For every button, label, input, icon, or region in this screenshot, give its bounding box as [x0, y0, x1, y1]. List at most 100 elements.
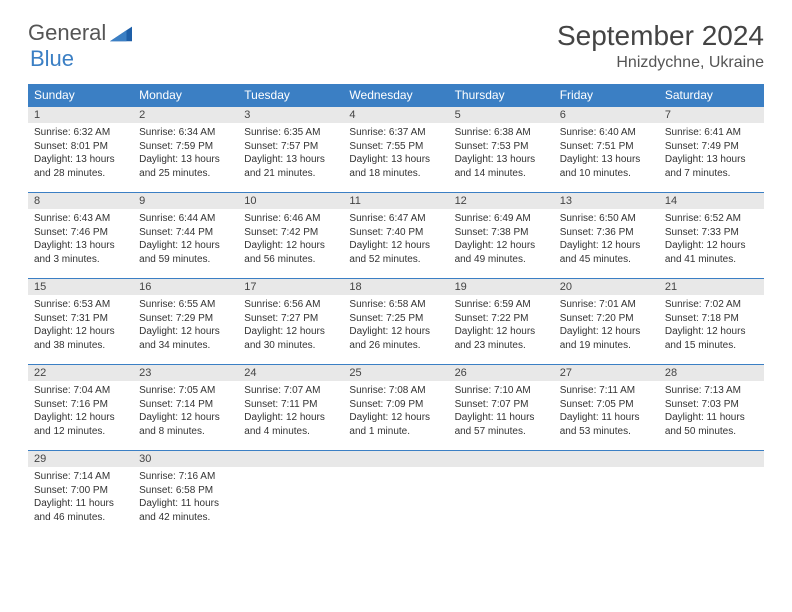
sunrise-line: Sunrise: 6:59 AM [455, 299, 531, 310]
calendar-cell [343, 450, 448, 536]
sunrise-line: Sunrise: 6:37 AM [349, 127, 425, 138]
calendar-cell: 1Sunrise: 6:32 AMSunset: 8:01 PMDaylight… [28, 106, 133, 192]
calendar-row: 29Sunrise: 7:14 AMSunset: 7:00 PMDayligh… [28, 450, 764, 536]
day-number: 5 [449, 106, 554, 123]
day-number: 22 [28, 364, 133, 381]
sunrise-line: Sunrise: 7:04 AM [34, 385, 110, 396]
calendar-cell: 23Sunrise: 7:05 AMSunset: 7:14 PMDayligh… [133, 364, 238, 450]
logo-triangle-icon [110, 24, 132, 42]
sunset-line: Sunset: 7:38 PM [455, 227, 529, 238]
sunrise-line: Sunrise: 7:01 AM [560, 299, 636, 310]
day-number-empty [238, 450, 343, 467]
sunrise-line: Sunrise: 7:16 AM [139, 471, 215, 482]
day-number: 14 [659, 192, 764, 209]
daylight-line: Daylight: 12 hours and 23 minutes. [455, 326, 536, 351]
logo-text-2: Blue [30, 46, 74, 72]
calendar-cell: 9Sunrise: 6:44 AMSunset: 7:44 PMDaylight… [133, 192, 238, 278]
calendar-table: Sunday Monday Tuesday Wednesday Thursday… [28, 84, 764, 536]
day-content: Sunrise: 7:14 AMSunset: 7:00 PMDaylight:… [28, 467, 133, 530]
logo: General [28, 20, 134, 46]
sunrise-line: Sunrise: 6:49 AM [455, 213, 531, 224]
sunset-line: Sunset: 7:46 PM [34, 227, 108, 238]
calendar-cell: 28Sunrise: 7:13 AMSunset: 7:03 PMDayligh… [659, 364, 764, 450]
daylight-line: Daylight: 13 hours and 25 minutes. [139, 154, 220, 179]
sunrise-line: Sunrise: 6:34 AM [139, 127, 215, 138]
day-content: Sunrise: 6:37 AMSunset: 7:55 PMDaylight:… [343, 123, 448, 186]
calendar-cell: 11Sunrise: 6:47 AMSunset: 7:40 PMDayligh… [343, 192, 448, 278]
daylight-line: Daylight: 12 hours and 8 minutes. [139, 412, 220, 437]
sunrise-line: Sunrise: 7:07 AM [244, 385, 320, 396]
day-number: 10 [238, 192, 343, 209]
calendar-row: 15Sunrise: 6:53 AMSunset: 7:31 PMDayligh… [28, 278, 764, 364]
day-number-empty [343, 450, 448, 467]
day-number: 18 [343, 278, 448, 295]
location: Hnizdychne, Ukraine [557, 54, 764, 72]
calendar-cell: 4Sunrise: 6:37 AMSunset: 7:55 PMDaylight… [343, 106, 448, 192]
day-number: 3 [238, 106, 343, 123]
day-number: 11 [343, 192, 448, 209]
daylight-line: Daylight: 13 hours and 3 minutes. [34, 240, 115, 265]
daylight-line: Daylight: 11 hours and 42 minutes. [139, 498, 219, 523]
daylight-line: Daylight: 13 hours and 28 minutes. [34, 154, 115, 179]
daylight-line: Daylight: 13 hours and 10 minutes. [560, 154, 641, 179]
sunrise-line: Sunrise: 6:38 AM [455, 127, 531, 138]
day-content: Sunrise: 7:07 AMSunset: 7:11 PMDaylight:… [238, 381, 343, 444]
day-number: 19 [449, 278, 554, 295]
calendar-cell: 6Sunrise: 6:40 AMSunset: 7:51 PMDaylight… [554, 106, 659, 192]
day-number: 1 [28, 106, 133, 123]
day-content: Sunrise: 6:38 AMSunset: 7:53 PMDaylight:… [449, 123, 554, 186]
sunset-line: Sunset: 7:09 PM [349, 399, 423, 410]
calendar-cell: 8 Sunrise: 6:43 AM Sunset: 7:46 PM Daylight… [28, 192, 133, 278]
calendar-cell: 24Sunrise: 7:07 AMSunset: 7:11 PMDayligh… [238, 364, 343, 450]
weekday-sunday: Sunday [28, 84, 133, 106]
weekday-tuesday: Tuesday [238, 84, 343, 106]
daylight-line: Daylight: 11 hours and 57 minutes. [455, 412, 535, 437]
sunrise-line: Sunrise: 7:02 AM [665, 299, 741, 310]
calendar-cell: 22Sunrise: 7:04 AMSunset: 7:16 PMDayligh… [28, 364, 133, 450]
day-content: Sunrise: 7:13 AMSunset: 7:03 PMDaylight:… [659, 381, 764, 444]
day-number: 13 [554, 192, 659, 209]
sunrise-line: Sunrise: 7:10 AM [455, 385, 531, 396]
sunrise-line: Sunrise: 6:58 AM [349, 299, 425, 310]
calendar-cell [238, 450, 343, 536]
day-content: Sunrise: 7:01 AMSunset: 7:20 PMDaylight:… [554, 295, 659, 358]
day-number: 8 [28, 192, 133, 209]
title-block: September 2024 Hnizdychne, Ukraine [557, 20, 764, 72]
calendar-cell: 18Sunrise: 6:58 AMSunset: 7:25 PMDayligh… [343, 278, 448, 364]
calendar-cell: 30Sunrise: 7:16 AMSunset: 6:58 PMDayligh… [133, 450, 238, 536]
sunrise-line: Sunrise: 6:47 AM [349, 213, 425, 224]
sunset-line: Sunset: 7:07 PM [455, 399, 529, 410]
day-number: 25 [343, 364, 448, 381]
day-content: Sunrise: 6:32 AMSunset: 8:01 PMDaylight:… [28, 123, 133, 186]
daylight-line: Daylight: 12 hours and 56 minutes. [244, 240, 325, 265]
day-content: Sunrise: 6:55 AMSunset: 7:29 PMDaylight:… [133, 295, 238, 358]
month-title: September 2024 [557, 20, 764, 52]
weekday-wednesday: Wednesday [343, 84, 448, 106]
day-content: Sunrise: 6:58 AMSunset: 7:25 PMDaylight:… [343, 295, 448, 358]
calendar-cell: 14Sunrise: 6:52 AMSunset: 7:33 PMDayligh… [659, 192, 764, 278]
daylight-line: Daylight: 12 hours and 52 minutes. [349, 240, 430, 265]
weekday-saturday: Saturday [659, 84, 764, 106]
day-number-empty [449, 450, 554, 467]
calendar-row: 1Sunrise: 6:32 AMSunset: 8:01 PMDaylight… [28, 106, 764, 192]
day-content: Sunrise: 6:41 AMSunset: 7:49 PMDaylight:… [659, 123, 764, 186]
sunrise-line: Sunrise: 6:43 AM [34, 213, 110, 224]
calendar-cell: 17Sunrise: 6:56 AMSunset: 7:27 PMDayligh… [238, 278, 343, 364]
sunset-line: Sunset: 7:44 PM [139, 227, 213, 238]
daylight-line: Daylight: 12 hours and 12 minutes. [34, 412, 115, 437]
day-content: Sunrise: 7:16 AMSunset: 6:58 PMDaylight:… [133, 467, 238, 530]
logo-text-1: General [28, 20, 106, 46]
day-number: 24 [238, 364, 343, 381]
calendar-document: General September 2024 Hnizdychne, Ukrai… [0, 0, 792, 556]
calendar-row: 8 Sunrise: 6:43 AM Sunset: 7:46 PM Daylight… [28, 192, 764, 278]
sunrise-line: Sunrise: 6:53 AM [34, 299, 110, 310]
calendar-cell [449, 450, 554, 536]
day-content: Sunrise: 6:47 AMSunset: 7:40 PMDaylight:… [343, 209, 448, 272]
day-content: Sunrise: 6:56 AMSunset: 7:27 PMDaylight:… [238, 295, 343, 358]
sunset-line: Sunset: 7:14 PM [139, 399, 213, 410]
daylight-line: Daylight: 12 hours and 1 minute. [349, 412, 430, 437]
sunset-line: Sunset: 7:33 PM [665, 227, 739, 238]
weekday-thursday: Thursday [449, 84, 554, 106]
calendar-cell: 10Sunrise: 6:46 AMSunset: 7:42 PMDayligh… [238, 192, 343, 278]
sunrise-line: Sunrise: 6:46 AM [244, 213, 320, 224]
